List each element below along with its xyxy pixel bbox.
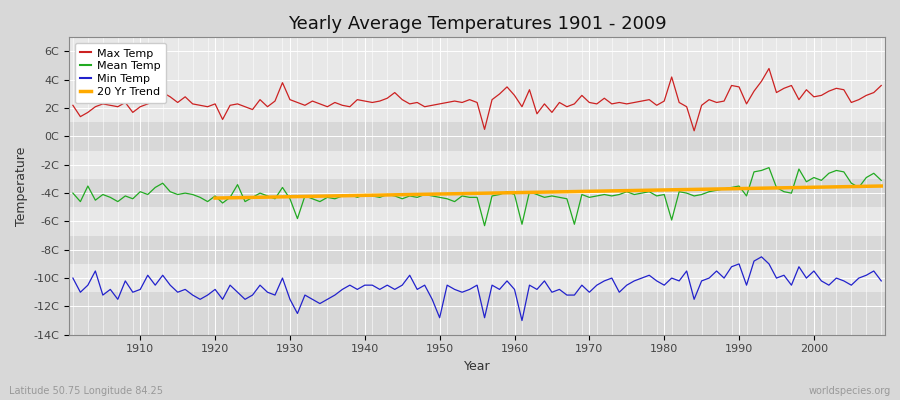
- Bar: [69, 151, 885, 179]
- Bar: [69, 37, 885, 122]
- Bar: [69, 179, 885, 207]
- Bar: [69, 264, 885, 292]
- Bar: [69, 236, 885, 264]
- Bar: [69, 207, 885, 236]
- Title: Yearly Average Temperatures 1901 - 2009: Yearly Average Temperatures 1901 - 2009: [288, 15, 666, 33]
- X-axis label: Year: Year: [464, 360, 490, 373]
- Bar: [69, 292, 885, 335]
- Text: worldspecies.org: worldspecies.org: [809, 386, 891, 396]
- Text: Latitude 50.75 Longitude 84.25: Latitude 50.75 Longitude 84.25: [9, 386, 163, 396]
- Bar: [69, 122, 885, 151]
- Y-axis label: Temperature: Temperature: [15, 146, 28, 226]
- Legend: Max Temp, Mean Temp, Min Temp, 20 Yr Trend: Max Temp, Mean Temp, Min Temp, 20 Yr Tre…: [75, 43, 166, 103]
